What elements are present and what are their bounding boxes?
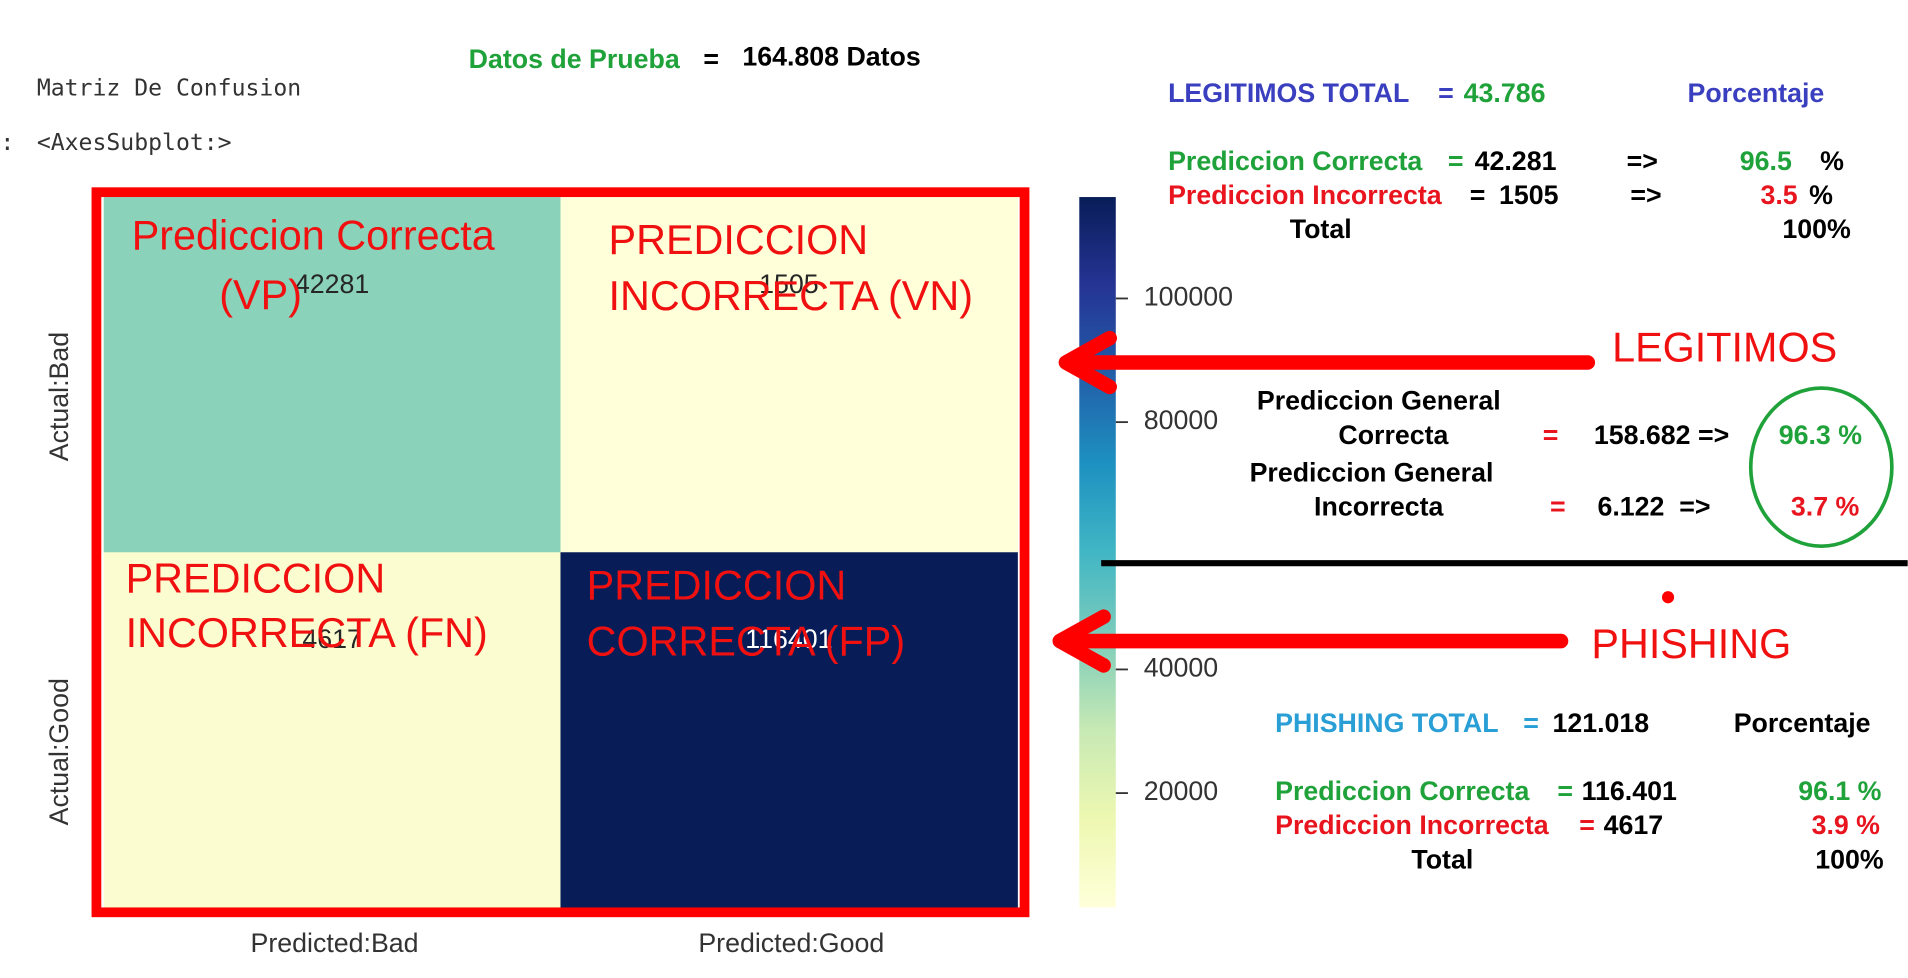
row-pct: 3.5 <box>1760 180 1797 210</box>
legit-pct-header: Porcentaje <box>1688 78 1825 108</box>
row-value: 1505 <box>1499 180 1559 210</box>
row-arrow: => <box>1627 146 1658 176</box>
highlight-circle <box>1748 386 1894 548</box>
general-value: 158.682 => <box>1594 420 1729 450</box>
row-label: Prediccion Correcta <box>1168 146 1423 176</box>
row-pct: 96.5 <box>1740 146 1792 176</box>
heatmap-cell <box>560 197 1018 553</box>
cell-value: 116401 <box>745 624 832 654</box>
phish-total: 121.018 <box>1552 708 1649 738</box>
header-value: 164.808 Datos <box>742 41 920 71</box>
cell-annotation: INCORRECTA (VN) <box>609 273 973 319</box>
legit-total-label: LEGITIMOS TOTAL <box>1168 78 1409 108</box>
total-label: Total <box>1290 214 1352 244</box>
general-pct: 3.7 % <box>1791 492 1860 522</box>
cell-value: 42281 <box>295 269 369 299</box>
cell-annotation: INCORRECTA (FN) <box>126 610 488 656</box>
row-arrow: => <box>1630 180 1661 210</box>
row-pct: 96.1 % <box>1798 776 1881 806</box>
row-unit: % <box>1820 146 1844 176</box>
general-label: Correcta <box>1338 420 1449 450</box>
highlight-frame <box>91 187 1030 918</box>
colorbar <box>1079 197 1116 908</box>
y-tick-label: Actual:Bad <box>44 332 74 461</box>
total-pct: 100% <box>1782 214 1851 244</box>
colorbar-tick-label: 20000 <box>1144 776 1218 806</box>
general-pct: 96.3 % <box>1779 420 1862 450</box>
legit-total: 43.786 <box>1464 78 1546 108</box>
row-label: Prediccion Incorrecta <box>1168 180 1443 210</box>
row-eq: = <box>1470 180 1486 210</box>
cell-value: 1505 <box>759 269 819 299</box>
row-eq: = <box>1448 146 1464 176</box>
header-label: Datos de Prueba <box>469 44 681 74</box>
output: <AxesSubplot:> <box>37 130 232 156</box>
row-value: 42.281 <box>1475 146 1557 176</box>
notebook-title: Matriz De Confusion <box>37 75 301 101</box>
header-eq: = <box>703 44 719 74</box>
cell-value: 4617 <box>302 624 362 654</box>
arrow-label: PHISHING <box>1591 621 1791 667</box>
phish-pct-header: Porcentaje <box>1734 708 1871 738</box>
heatmap-cell <box>103 552 562 909</box>
heatmap-cell <box>560 552 1018 909</box>
prompt: : <box>0 130 14 156</box>
x-tick-label: Predicted:Good <box>698 928 884 958</box>
total-label: Total <box>1411 844 1473 874</box>
general-label: Prediccion General <box>1250 457 1494 487</box>
general-eq: = <box>1550 492 1566 522</box>
row-eq: = <box>1579 810 1595 840</box>
cell-annotation: Prediccion Correcta <box>132 212 495 258</box>
row-unit: % <box>1809 180 1833 210</box>
x-tick-label: Predicted:Bad <box>251 928 419 958</box>
general-label: Prediccion General <box>1257 386 1501 416</box>
cell-annotation: CORRECTA (FP) <box>587 619 906 665</box>
row-label: Prediccion Correcta <box>1275 776 1530 806</box>
y-tick-label: Actual:Good <box>44 678 74 825</box>
row-pct: 3.9 % <box>1812 810 1881 840</box>
cell-annotation: PREDICCION <box>587 563 847 609</box>
arrow <box>1052 330 1675 673</box>
phish-total-label: PHISHING TOTAL <box>1275 708 1498 738</box>
heatmap: 42281 Prediccion Correcta (VP) 1505 PREDICCI… <box>44 197 1018 958</box>
colorbar-tick-label: 100000 <box>1144 282 1233 312</box>
total-pct: 100% <box>1815 844 1884 874</box>
legit-eq: = <box>1438 78 1454 108</box>
arrow-label: LEGITIMOS <box>1612 324 1837 370</box>
colorbar-tick-label: 40000 <box>1144 653 1218 683</box>
row-value: 4617 <box>1604 810 1664 840</box>
cell-annotation: (VP) <box>219 272 302 318</box>
general-label: Incorrecta <box>1314 492 1444 522</box>
heatmap-cell <box>103 197 562 553</box>
general-eq: = <box>1543 420 1559 450</box>
row-label: Prediccion Incorrecta <box>1275 810 1550 840</box>
general-value: 6.122 => <box>1597 492 1710 522</box>
row-value: 116.401 <box>1582 776 1677 806</box>
row-eq: = <box>1557 776 1573 806</box>
cell-annotation: PREDICCION <box>609 217 869 263</box>
colorbar-axis: 20000 40000 80000 100000 <box>1115 282 1233 806</box>
colorbar-tick-label: 80000 <box>1144 405 1218 435</box>
cell-annotation: PREDICCION <box>126 555 386 601</box>
phish-eq: = <box>1523 708 1539 738</box>
